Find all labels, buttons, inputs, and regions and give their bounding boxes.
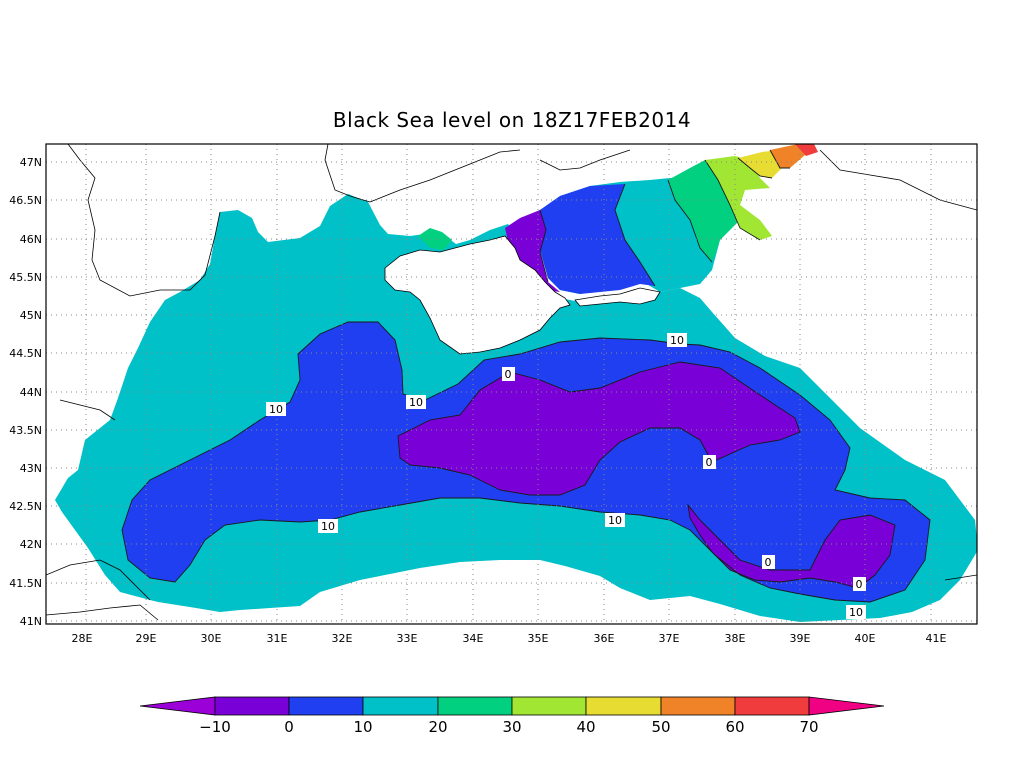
plot-frame bbox=[45, 143, 978, 625]
lon-label: 30E bbox=[201, 632, 222, 645]
contour-label: 10 bbox=[321, 520, 335, 533]
lon-label: 32E bbox=[332, 632, 353, 645]
kerch-land bbox=[574, 287, 661, 307]
colorbar-label: −10 bbox=[199, 718, 231, 736]
colorbar-label: 0 bbox=[284, 718, 294, 736]
lon-label: 35E bbox=[528, 632, 549, 645]
colorbar-swatch bbox=[437, 696, 513, 716]
azov-neg bbox=[505, 210, 560, 292]
lat-label: 44N bbox=[20, 386, 42, 399]
colorbar-label: 20 bbox=[428, 718, 447, 736]
lat-label: 46.5N bbox=[9, 194, 42, 207]
contour-label: 10 bbox=[849, 606, 863, 619]
lon-label: 29E bbox=[136, 632, 157, 645]
contour-label: 0 bbox=[765, 556, 772, 569]
contour-label: 10 bbox=[608, 514, 622, 527]
azov-40-50 bbox=[738, 150, 785, 178]
colorbar-label: 40 bbox=[576, 718, 595, 736]
lon-label: 31E bbox=[267, 632, 288, 645]
contour-label: 10 bbox=[269, 403, 283, 416]
lon-label: 40E bbox=[855, 632, 876, 645]
colorbar-label: 60 bbox=[725, 718, 744, 736]
graticule bbox=[46, 144, 977, 624]
band-neg-central bbox=[398, 362, 800, 495]
lon-label: 38E bbox=[725, 632, 746, 645]
colorbar-high-arrow bbox=[808, 696, 885, 716]
lat-label: 45.5N bbox=[9, 271, 42, 284]
lon-label: 36E bbox=[594, 632, 615, 645]
colorbar-swatch bbox=[362, 696, 439, 716]
map-title: Black Sea level on 18Z17FEB2014 bbox=[332, 108, 692, 132]
lon-label: 37E bbox=[659, 632, 680, 645]
colorbar-swatch bbox=[734, 696, 810, 716]
lon-label: 41E bbox=[926, 632, 947, 645]
colorbar: −10 0 10 20 30 40 50 60 70 bbox=[139, 696, 885, 736]
contour-label: 0 bbox=[505, 368, 512, 381]
colorbar-swatch bbox=[660, 696, 736, 716]
lat-label: 43.5N bbox=[9, 424, 42, 437]
colorbar-label: 10 bbox=[353, 718, 372, 736]
contour-labels: 10 10 10 10 10 10 0 0 0 0 bbox=[266, 333, 866, 619]
contour-label: 10 bbox=[670, 334, 684, 347]
sivash-field bbox=[418, 228, 452, 250]
longitude-labels: 28E 29E 30E 31E 32E 33E 34E 35E 36E 37E … bbox=[72, 632, 947, 645]
band-neg-east bbox=[688, 505, 895, 588]
lat-label: 45N bbox=[20, 309, 42, 322]
azov-30-40 bbox=[705, 156, 772, 240]
colorbar-swatch bbox=[288, 696, 364, 716]
lat-label: 47N bbox=[20, 156, 42, 169]
colorbar-low-arrow bbox=[139, 696, 216, 716]
colorbar-label: 50 bbox=[651, 718, 670, 736]
lat-label: 42.5N bbox=[9, 500, 42, 513]
colorbar-swatch bbox=[585, 696, 662, 716]
lon-label: 34E bbox=[463, 632, 484, 645]
lon-label: 28E bbox=[72, 632, 93, 645]
contour-lines bbox=[121, 149, 931, 603]
contour-label: 0 bbox=[856, 578, 863, 591]
lat-label: 46N bbox=[20, 233, 42, 246]
crimea-land bbox=[384, 235, 571, 355]
lat-label: 43N bbox=[20, 462, 42, 475]
lat-label: 44.5N bbox=[9, 347, 42, 360]
colorbar-label: 30 bbox=[502, 718, 521, 736]
azov-60-70 bbox=[795, 144, 818, 156]
lon-label: 39E bbox=[790, 632, 811, 645]
colorbar-swatch bbox=[214, 696, 290, 716]
contour-label: 10 bbox=[409, 396, 423, 409]
coastlines bbox=[46, 144, 977, 621]
azov-0-10 bbox=[540, 184, 655, 294]
latitude-labels: 47N 46.5N 46N 45.5N 45N 44.5N 44N 43.5N … bbox=[9, 156, 42, 628]
colorbar-label: 70 bbox=[799, 718, 818, 736]
colorbar-swatch bbox=[511, 696, 587, 716]
contour-label: 0 bbox=[706, 456, 713, 469]
sea-level-field bbox=[46, 144, 977, 622]
lat-label: 41N bbox=[20, 615, 42, 628]
lon-label: 33E bbox=[397, 632, 418, 645]
lat-label: 42N bbox=[20, 538, 42, 551]
lat-label: 41.5N bbox=[9, 577, 42, 590]
